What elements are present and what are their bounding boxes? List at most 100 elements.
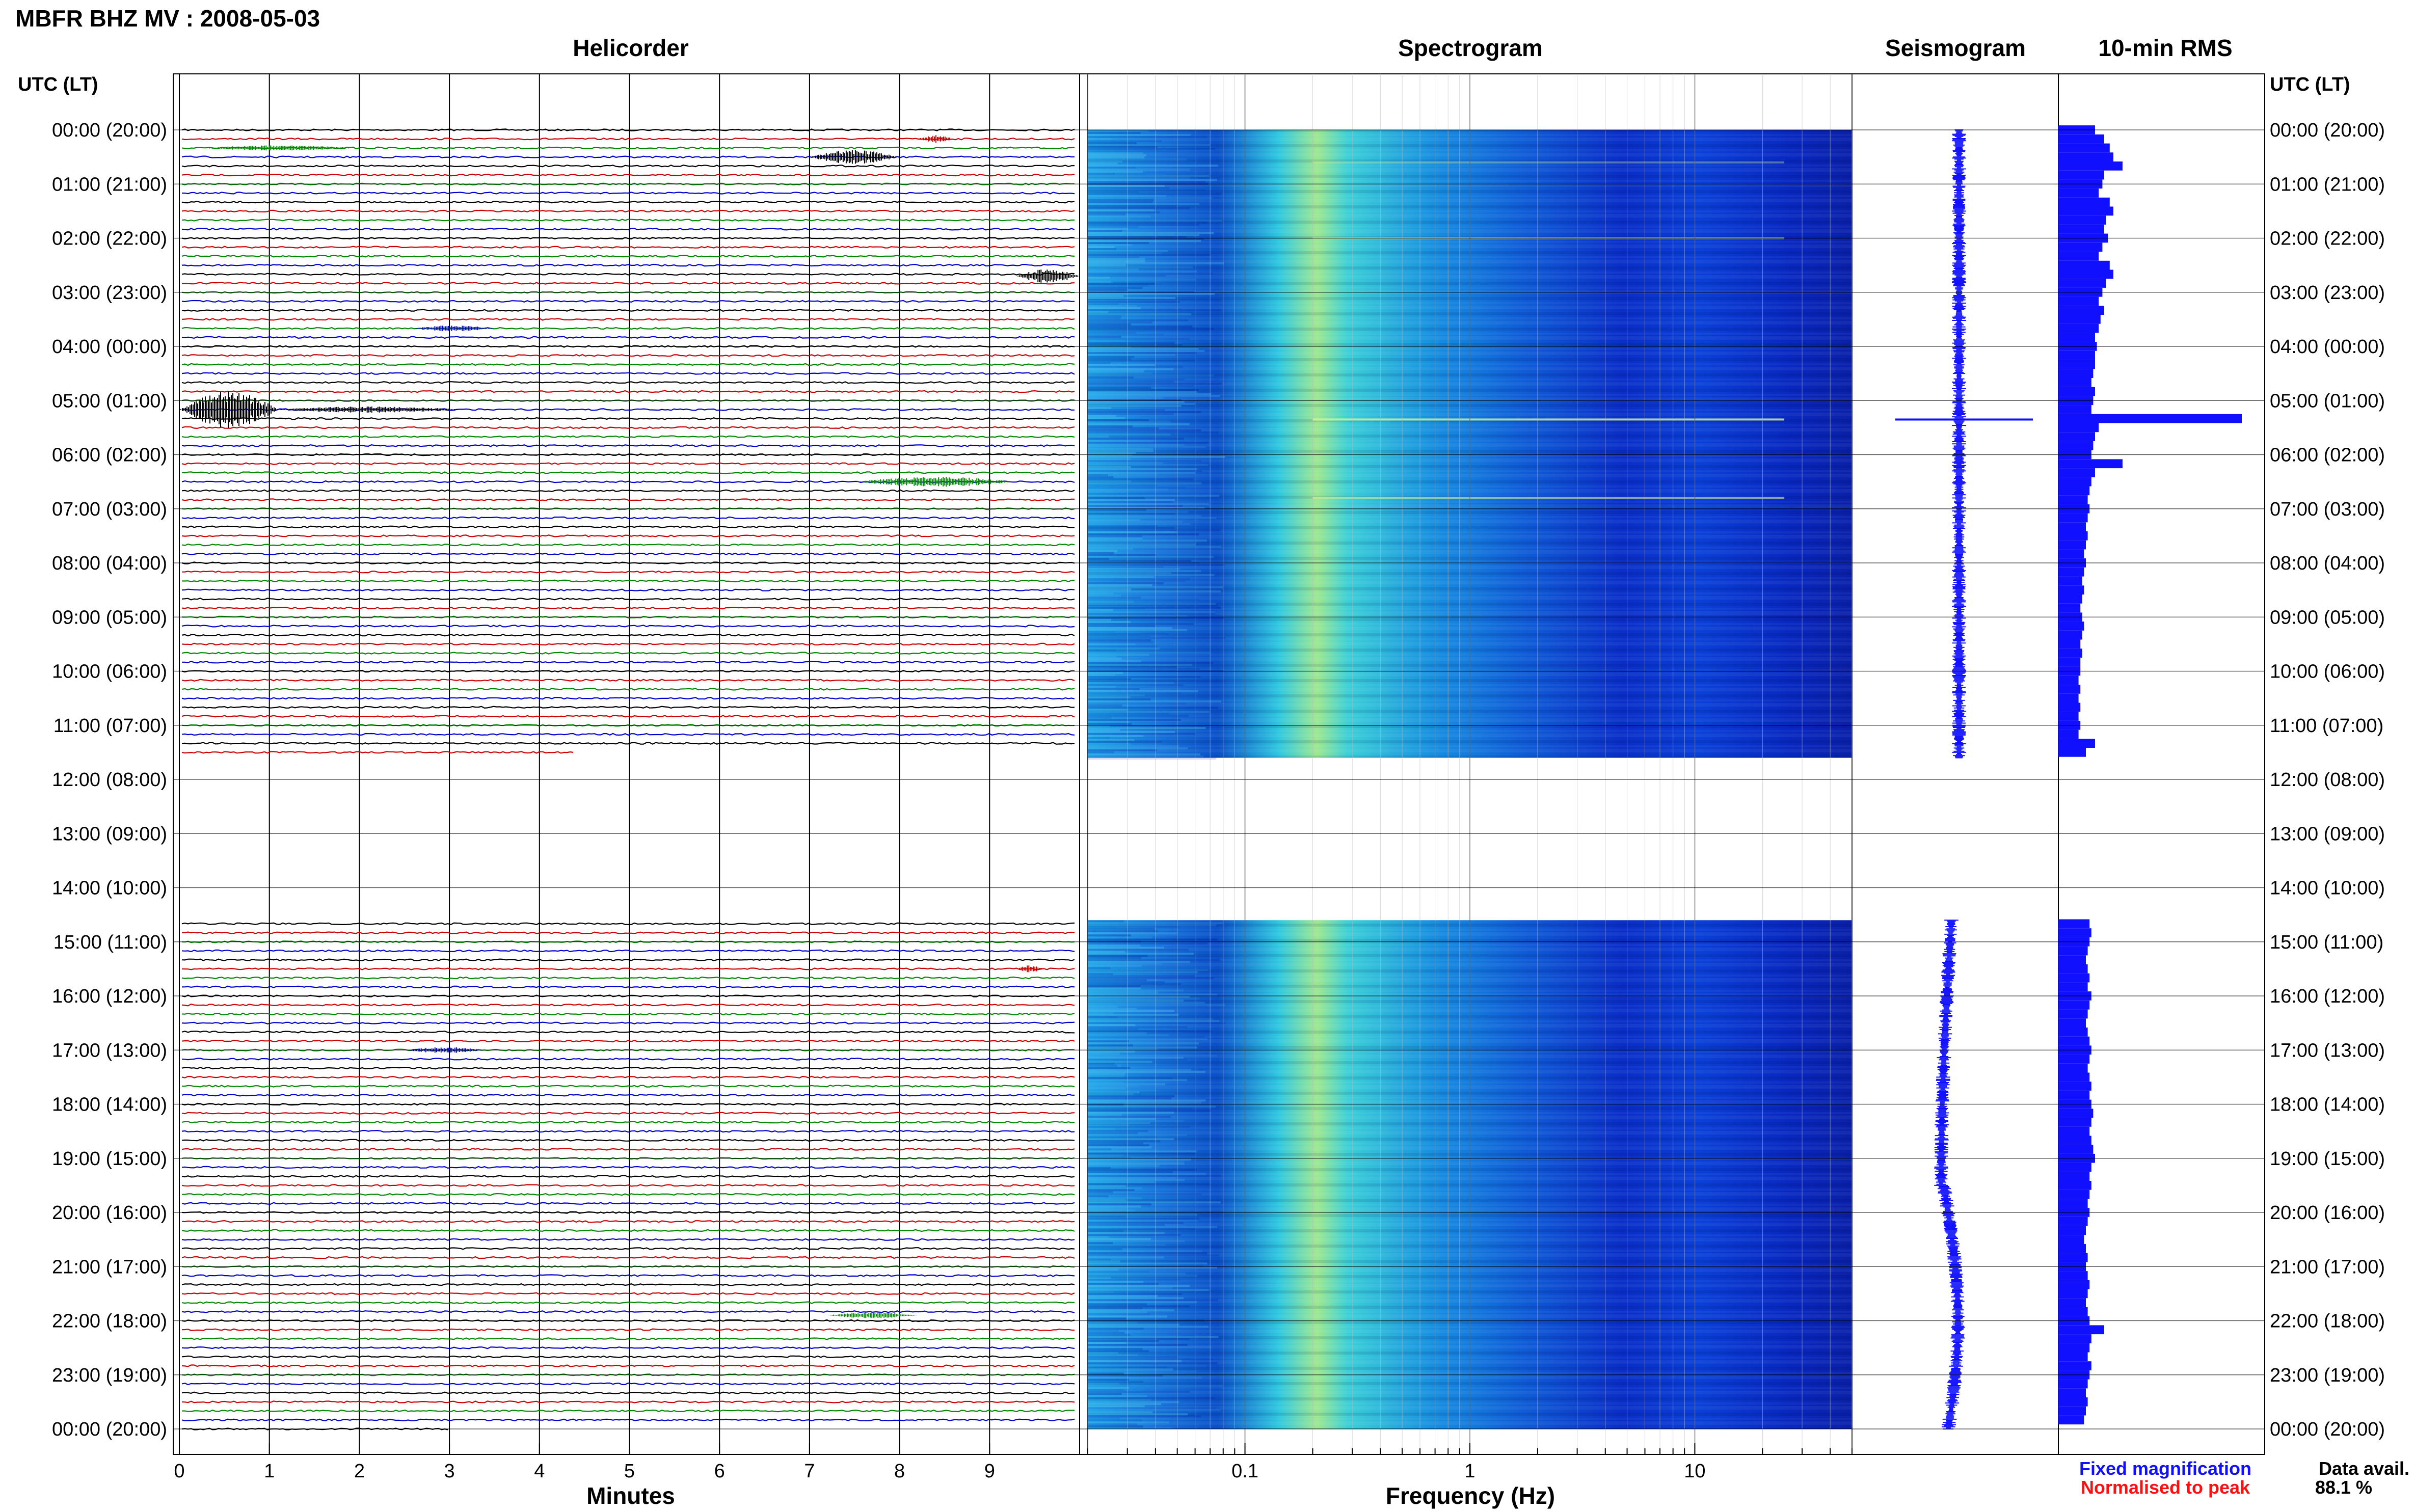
rms-bar [2058,1289,2088,1299]
spectrogram-low-freq-band [1088,487,1186,489]
time-label-right: 08:00 (04:00) [2270,553,2385,574]
spectrogram-low-freq-band [1088,1362,1218,1365]
helicorder-trace-line [181,534,1075,537]
helicorder-trace-line [181,444,1075,447]
spectrogram-low-freq-band [1088,1303,1147,1306]
spectrogram-low-freq-band [1088,1264,1203,1267]
rms-bar [2058,215,2106,225]
spectrogram-low-freq-band [1088,197,1212,199]
spectrogram-low-freq-band [1088,715,1189,717]
spectrogram-low-freq-band [1088,173,1115,175]
spectrogram-low-freq-band [1088,758,1217,760]
spectrogram-low-freq-band [1088,220,1222,222]
spectrogram-low-freq-band [1088,1167,1111,1169]
spectrogram-low-freq-band [1088,521,1183,523]
helicorder-trace-line [181,525,1075,528]
spectrogram-low-freq-band [1088,639,1151,641]
spectrogram-low-freq-band [1088,150,1177,152]
minute-tick-label: 3 [444,1461,455,1482]
spectrogram-low-freq-band [1088,307,1141,309]
spectrogram-low-freq-band [1088,230,1122,232]
time-label-left: 08:00 (04:00) [52,553,167,574]
spectrogram-low-freq-band [1088,1328,1144,1330]
spectrogram-low-freq-band [1088,136,1207,138]
spectrogram-low-freq-band [1088,753,1200,755]
helicorder-trace-line [181,1012,1075,1016]
spectrogram-low-freq-band [1088,523,1191,525]
spectrogram-low-freq-band [1088,1108,1192,1110]
spectrogram-low-freq-band [1088,383,1222,385]
rms-bar [2058,378,2091,387]
spectrogram-low-freq-band [1088,995,1190,998]
spectrogram-low-freq-band [1088,611,1215,613]
helicorder-trace-line [181,1292,1075,1295]
spectrogram-low-freq-band [1088,977,1214,980]
spectrogram-low-freq-band [1088,340,1125,342]
rms-bar [2058,1072,2090,1082]
spectrogram-low-freq-band [1088,552,1114,554]
spectrogram-low-freq-band [1088,1360,1182,1363]
spectrogram-low-freq-band [1088,317,1121,319]
rms-bar [2058,1415,2084,1425]
spectrogram-low-freq-band [1088,1354,1138,1357]
spectrogram-low-freq-band [1088,462,1163,464]
spectrogram-low-freq-band [1088,1132,1138,1135]
spectrogram-low-freq-band [1088,1213,1197,1216]
minute-tick-label: 8 [894,1461,905,1482]
spectrogram-low-freq-band [1088,953,1194,955]
rms-bar [2058,197,2110,207]
helicorder-trace-line [181,462,1075,465]
seismogram-line [1934,920,1965,1429]
helicorder-trace-line [181,1355,1075,1359]
spectrogram-low-freq-band [1088,1222,1184,1224]
spectrogram-low-freq-band [1088,658,1122,660]
spectrogram-low-freq-band [1088,1063,1115,1065]
spectrogram-low-freq-band [1088,1258,1111,1261]
helicorder-trace-line [181,1031,1075,1034]
rms-bar [2058,928,2091,937]
spectrogram-low-freq-band [1088,348,1199,350]
spectrogram-low-freq-band [1088,478,1194,480]
spectrogram-low-freq-band [1088,949,1189,951]
time-label-left: 00:00 (20:00) [52,1419,167,1440]
spectrogram-low-freq-band [1088,936,1152,939]
spectrogram-low-freq-band [1088,597,1141,599]
spectrogram-low-freq-band [1088,326,1192,328]
spectrogram-low-freq-band [1088,696,1131,698]
spectrogram-low-freq-band [1088,389,1199,391]
spectrogram-low-freq-band [1088,440,1155,442]
spectrogram-low-freq-band [1088,1069,1191,1071]
spectrogram-low-freq-band [1088,1146,1152,1149]
spectrogram-low-freq-band [1088,607,1221,609]
rms-bar [2058,495,2088,504]
time-label-right: 00:00 (20:00) [2270,120,2385,141]
spectrogram-low-freq-band [1088,680,1225,682]
spectrogram-low-freq-band [1088,550,1118,552]
helicorder-trace-line [181,263,1075,267]
spectrogram-low-freq-band [1088,621,1131,623]
spectrogram-low-freq-band [1088,466,1131,468]
spectrogram-low-freq-band [1088,330,1210,332]
spectrogram-low-freq-band [1088,1114,1122,1116]
rms-bar [2058,1163,2091,1172]
spectrogram-low-freq-band [1088,751,1114,753]
spectrogram-low-freq-band [1088,1116,1171,1118]
spectrogram-low-freq-band [1088,275,1166,277]
helicorder-trace-line [181,1301,1075,1304]
spectrogram-low-freq-band [1088,599,1199,601]
spectrogram-low-freq-band [1088,556,1214,558]
rms-bar [2058,1109,2094,1118]
spectrogram-low-freq-band [1088,1138,1174,1141]
spectrogram-low-freq-band [1088,1346,1212,1348]
helicorder-trace-line [181,1075,1075,1079]
spectrogram-low-freq-band [1088,209,1155,211]
helicorder-trace-line [181,949,1075,953]
spectrogram-low-freq-band [1088,323,1131,326]
time-label-right: 20:00 (16:00) [2270,1202,2385,1224]
panel-title-spectrogram: Spectrogram [1398,35,1543,61]
rms-bar [2058,622,2084,631]
spectrogram-low-freq-band [1088,709,1128,711]
rms-bar [2058,279,2106,288]
spectrogram-low-freq-band [1088,1052,1120,1055]
spectrogram-low-freq-band [1088,271,1197,273]
